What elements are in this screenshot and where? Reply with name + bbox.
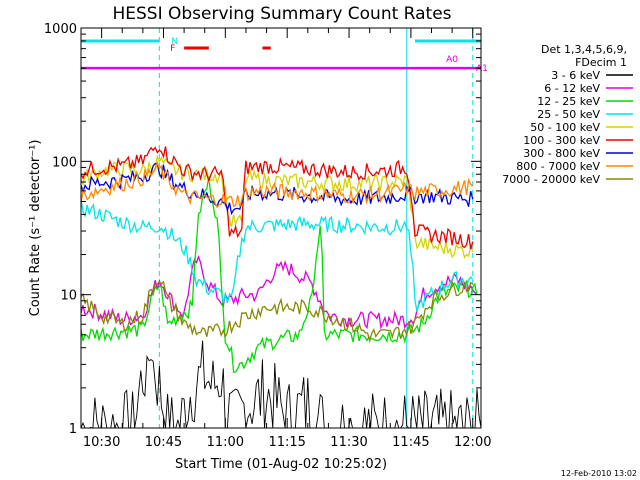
y-tick-label: 1000	[44, 22, 77, 37]
y-tick-label: 100	[52, 155, 77, 170]
axes: 1 10 100 1000 10:30 10:45 11:00 11:15 11:30 11:45…	[44, 22, 492, 450]
attenuator-end-label: A1	[476, 64, 488, 74]
legend-entry-label: 25 - 50 keV	[537, 108, 600, 121]
plot-frame	[80, 27, 482, 429]
y-tick-label: 10	[60, 289, 77, 304]
legend-entry-label: 3 - 6 keV	[551, 69, 600, 82]
legend-entry-label: 12 - 25 keV	[537, 95, 600, 108]
footer-date: 12-Feb-2010 13:02	[561, 469, 637, 478]
y-tick-label: 1	[69, 422, 77, 437]
plot-area: A0 A1 NF	[81, 28, 488, 428]
legend-entry-label: 6 - 12 keV	[544, 82, 600, 95]
series-line-6	[81, 146, 474, 250]
series-line-1	[81, 340, 481, 428]
legend-title-line: FDecim 1	[575, 56, 627, 69]
series-line-4	[81, 199, 474, 313]
series-line-5	[81, 154, 474, 260]
night-flag-label: N	[171, 37, 178, 47]
x-tick-label: 11:00	[207, 435, 244, 450]
x-tick-label: 10:30	[83, 435, 120, 450]
legend-entry-label: 100 - 300 keV	[523, 134, 600, 147]
x-axis-label: Start Time (01-Aug-02 10:25:02)	[175, 457, 387, 472]
flare-flag-label: F	[170, 44, 175, 54]
legend-title-line: Det 1,3,4,5,6,9,	[541, 43, 627, 56]
series-group	[81, 28, 481, 428]
legend-entry-label: 50 - 100 keV	[530, 121, 600, 134]
series-line-2	[81, 254, 478, 330]
series-line-8	[81, 160, 474, 209]
x-tick-label: 11:30	[330, 435, 367, 450]
series-line-9	[81, 280, 474, 344]
legend-entry-label: 7000 - 20000 keV	[502, 173, 600, 186]
y-axis-label: Count Rate (s⁻¹ detector⁻¹)	[28, 140, 43, 317]
x-tick-label: 11:45	[392, 435, 429, 450]
x-tick-label: 11:15	[268, 435, 305, 450]
legend-entry-label: 300 - 800 keV	[523, 147, 600, 160]
x-tick-label: 10:45	[145, 435, 182, 450]
attenuator-label: A0	[446, 55, 458, 65]
chart-title: HESSI Observing Summary Count Rates	[112, 4, 451, 24]
x-tick-label: 12:00	[454, 435, 491, 450]
legend-entry-label: 800 - 7000 keV	[516, 160, 600, 173]
